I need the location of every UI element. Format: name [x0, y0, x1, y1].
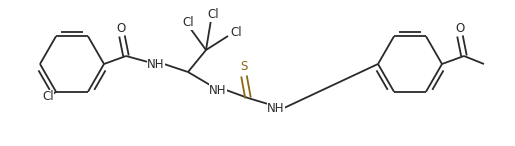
Text: Cl: Cl [207, 8, 219, 21]
Text: Cl: Cl [42, 90, 54, 103]
Text: Cl: Cl [230, 27, 242, 40]
Text: Cl: Cl [182, 16, 194, 29]
Text: NH: NH [147, 58, 165, 71]
Text: NH: NH [209, 84, 227, 97]
Text: S: S [241, 60, 248, 73]
Text: NH: NH [267, 101, 285, 114]
Text: O: O [455, 21, 465, 34]
Text: O: O [116, 21, 126, 34]
